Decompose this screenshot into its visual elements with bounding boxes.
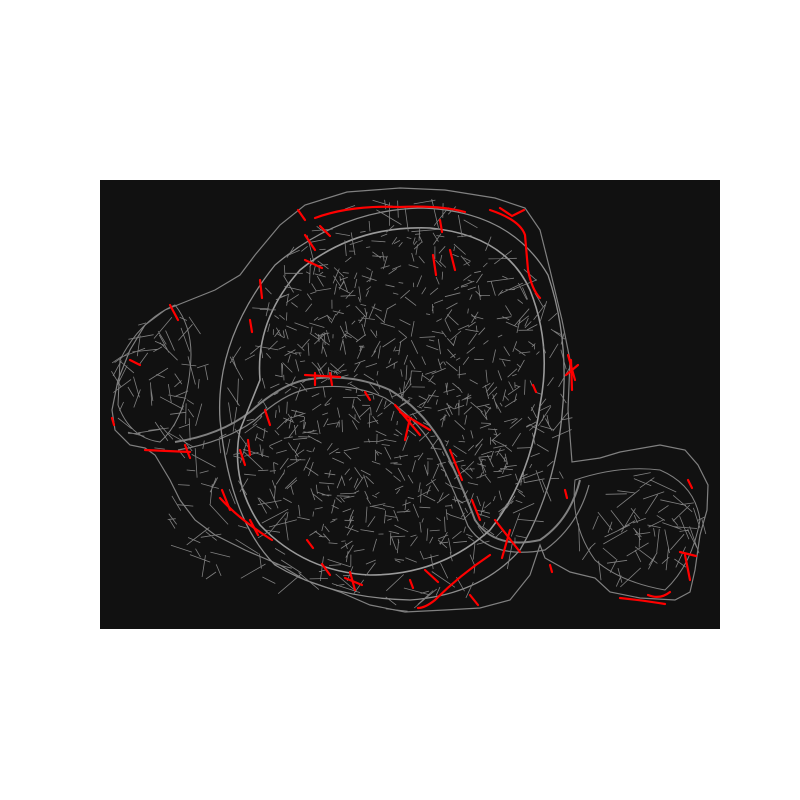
highlighted-street-segment [423, 568, 440, 584]
highlighted-street-segment [438, 218, 444, 234]
highlighted-street-segment [569, 358, 574, 392]
street-grid [111, 198, 707, 612]
map-panel [100, 180, 720, 629]
highlighted-street-segment [246, 438, 252, 457]
highlighted-street-segment [393, 403, 422, 437]
highlighted-street-segment [183, 443, 192, 460]
highlighted-street-segment [470, 498, 482, 522]
highlighted-street-segment [220, 488, 232, 512]
highlighted-street-segment [431, 253, 438, 277]
highlighted-street-segment [248, 318, 254, 334]
highlighted-street-segment [398, 410, 432, 432]
highlighted-street-segment [303, 258, 324, 270]
highlighted-street-segment [468, 593, 480, 607]
highlighted-street-segment [408, 578, 415, 590]
highlighted-street-segment [448, 448, 464, 482]
highlighted-street-segment [318, 224, 332, 238]
street-segments [111, 198, 707, 612]
highlighted-street-segment [403, 416, 412, 442]
highlighted-streets [110, 205, 698, 610]
street-network-map [100, 180, 720, 629]
highlighted-street-segment [416, 553, 492, 610]
highlighted-street-segment [258, 278, 264, 300]
highlighted-street-segment [348, 570, 357, 592]
highlighted-street-segment [683, 553, 692, 582]
highlighted-street-segment [143, 448, 192, 454]
highlighted-street-segment [678, 550, 698, 558]
inner-ring-road [236, 227, 546, 576]
highlighted-street-segment [328, 371, 334, 387]
highlighted-street-segment [303, 373, 342, 379]
highlighted-street-segment [128, 358, 142, 367]
highlighted-street-segment [563, 488, 569, 500]
highlighted-street-segment [110, 416, 116, 427]
highlighted-street-segment [488, 208, 542, 300]
west-park-outline [117, 304, 192, 443]
highlighted-street-segment [363, 390, 372, 402]
highlighted-street-segment [448, 248, 457, 272]
highlighted-street-segment [248, 518, 260, 537]
highlighted-street-segment [305, 538, 315, 550]
highlighted-street-segment [218, 496, 274, 542]
highlighted-street-segment [548, 563, 554, 574]
highlighted-street-segment [498, 206, 526, 218]
highlighted-street-segment [320, 562, 332, 577]
highlighted-street-segment [313, 205, 467, 220]
highlighted-street-segment [168, 303, 180, 322]
highlighted-street-segment [618, 596, 667, 606]
highlighted-street-segment [303, 233, 317, 252]
highlighted-street-segment [686, 478, 694, 490]
highlighted-street-segment [646, 590, 672, 599]
highlighted-street-segment [238, 448, 247, 467]
street-network [111, 187, 709, 613]
highlighted-street-segment [531, 383, 538, 394]
river-seine [174, 376, 581, 544]
highlighted-street-segment [500, 528, 512, 560]
highlighted-street-segment [263, 408, 272, 427]
highlighted-street-segment [296, 208, 307, 222]
